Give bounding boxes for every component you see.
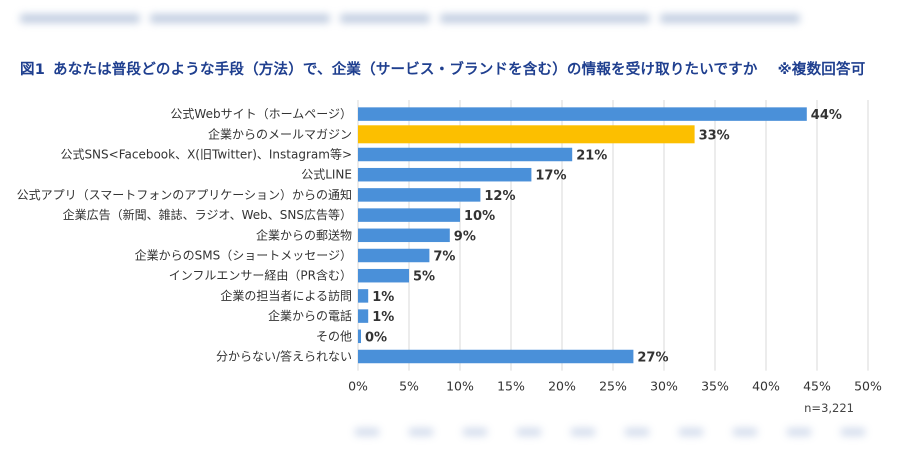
x-tick-label: 0% [348, 379, 368, 394]
value-label: 21% [576, 149, 607, 164]
blurred-header-text [20, 8, 840, 28]
chart-title: 図1 あなたは普段どのような手段（方法）で、企業（サービス・ブランドを含む）の情報… [20, 58, 865, 79]
bar [358, 268, 409, 283]
category-label: その他 [316, 329, 352, 343]
x-tick-label: 50% [854, 379, 882, 394]
x-tick-label: 35% [701, 379, 729, 394]
value-label: 1% [372, 290, 394, 305]
bar [358, 349, 634, 364]
bar [358, 125, 695, 144]
value-label: 7% [433, 250, 455, 265]
x-tick-label: 30% [650, 379, 678, 394]
x-tick-label: 40% [752, 379, 780, 394]
x-tick-label: 10% [446, 379, 474, 394]
category-label: 公式LINE [301, 168, 352, 182]
multiple-answer-note: ※複数回答可 [777, 62, 866, 78]
bar [358, 289, 369, 303]
bar [358, 228, 450, 243]
bar [358, 167, 532, 182]
sample-size-label: n=3,221 [804, 401, 854, 415]
bar [358, 147, 573, 162]
value-label: 44% [811, 108, 842, 123]
category-label: 公式アプリ（スマートフォンのアプリケーション）からの通知 [17, 188, 352, 202]
category-label: 公式SNS<Facebook、X(旧Twitter)、Instagram等> [60, 148, 352, 162]
value-label: 5% [413, 270, 435, 285]
value-label: 1% [372, 310, 394, 325]
x-tick-label: 45% [803, 379, 831, 394]
bar [358, 329, 361, 344]
x-tick-label: 20% [548, 379, 576, 394]
bar [358, 248, 430, 263]
value-label: 33% [699, 128, 730, 143]
value-label: 17% [535, 169, 566, 184]
value-label: 0% [365, 330, 387, 345]
x-tick-label: 25% [599, 379, 627, 394]
bar [358, 107, 807, 121]
figure-number: 図1 [20, 62, 45, 78]
question-text: あなたは普段どのような手段（方法）で、企業（サービス・ブランドを含む）の情報を受… [53, 62, 758, 78]
category-label: 企業からのメールマガジン [208, 126, 352, 141]
category-label: 企業からの郵送物 [256, 227, 352, 242]
bar [358, 208, 460, 222]
x-tick-label: 15% [497, 379, 525, 394]
x-tick-label: 5% [399, 379, 419, 394]
value-label: 10% [464, 209, 495, 224]
bar [358, 309, 369, 323]
value-label: 12% [484, 189, 515, 204]
category-label: 企業広告（新聞、雑誌、ラジオ、Web、SNS広告等） [63, 207, 352, 222]
category-label: 分からない/答えられない [216, 349, 352, 364]
category-label: 公式Webサイト（ホームページ） [170, 107, 352, 121]
blurred-footer [340, 428, 880, 442]
value-label: 9% [454, 229, 476, 244]
category-label: 企業からの電話 [268, 308, 352, 323]
category-label: 企業からのSMS（ショートメッセージ） [135, 248, 352, 263]
bar [358, 188, 481, 202]
value-label: 27% [637, 351, 668, 366]
category-label: 企業の担当者による訪問 [220, 288, 352, 303]
category-label: インフルエンサー経由（PR含む） [169, 268, 352, 283]
